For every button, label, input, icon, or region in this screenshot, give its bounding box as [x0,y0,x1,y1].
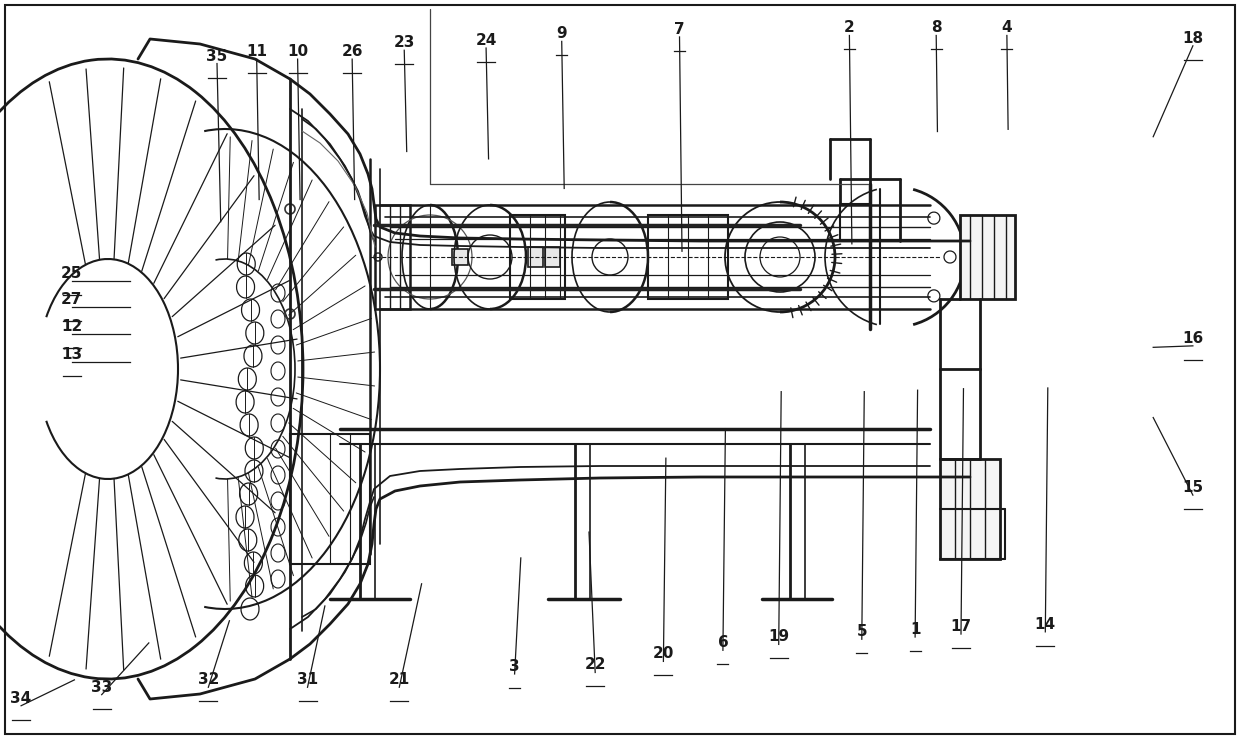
Text: 7: 7 [675,22,684,37]
Bar [374,205,410,309]
Text: 20: 20 [652,647,675,661]
Text: 1: 1 [910,622,920,637]
Text: 3: 3 [510,659,520,674]
Text: 24: 24 [475,33,497,48]
Text: 18: 18 [1182,31,1204,46]
Text: 17: 17 [950,619,972,634]
Text: 22: 22 [584,658,606,672]
Bar [510,215,565,299]
Text: 35: 35 [206,49,228,64]
Text: 8: 8 [931,21,941,35]
Bar [960,215,1016,299]
Text: 15: 15 [1182,480,1204,495]
Text: 26: 26 [341,44,363,59]
Text: 10: 10 [286,44,309,59]
Text: 27: 27 [61,292,83,307]
Text: 23: 23 [393,35,415,50]
Text: 16: 16 [1182,331,1204,346]
Text: 32: 32 [197,672,219,687]
Bar [546,247,560,267]
Text: 9: 9 [557,27,567,41]
Bar [453,249,467,265]
Bar [940,459,999,559]
Text: 25: 25 [61,266,83,281]
Text: 13: 13 [61,347,83,362]
Text: 4: 4 [1002,21,1012,35]
Bar [649,215,728,299]
Bar [528,247,543,267]
Text: 14: 14 [1034,617,1056,632]
Text: 2: 2 [844,21,854,35]
Text: 11: 11 [247,44,267,59]
Text: 34: 34 [10,691,32,706]
Text: 5: 5 [857,624,867,639]
Text: 6: 6 [718,636,728,650]
Text: 12: 12 [61,319,83,334]
Text: 33: 33 [91,680,113,695]
Bar [290,434,370,564]
Text: 21: 21 [388,672,410,687]
Text: 31: 31 [296,672,319,687]
Text: 19: 19 [768,630,790,644]
